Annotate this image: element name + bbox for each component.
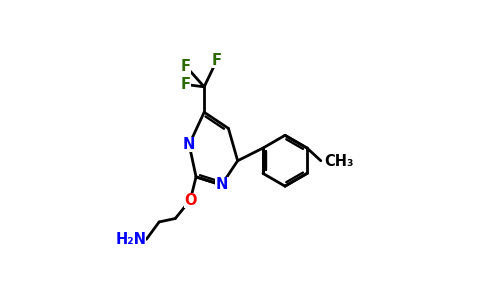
Text: N: N [215, 178, 227, 193]
Text: F: F [181, 58, 191, 74]
Text: O: O [184, 193, 197, 208]
Text: CH₃: CH₃ [324, 154, 354, 169]
Text: F: F [212, 53, 222, 68]
Text: H₂N: H₂N [115, 232, 147, 247]
Text: F: F [181, 77, 191, 92]
Text: N: N [183, 137, 196, 152]
